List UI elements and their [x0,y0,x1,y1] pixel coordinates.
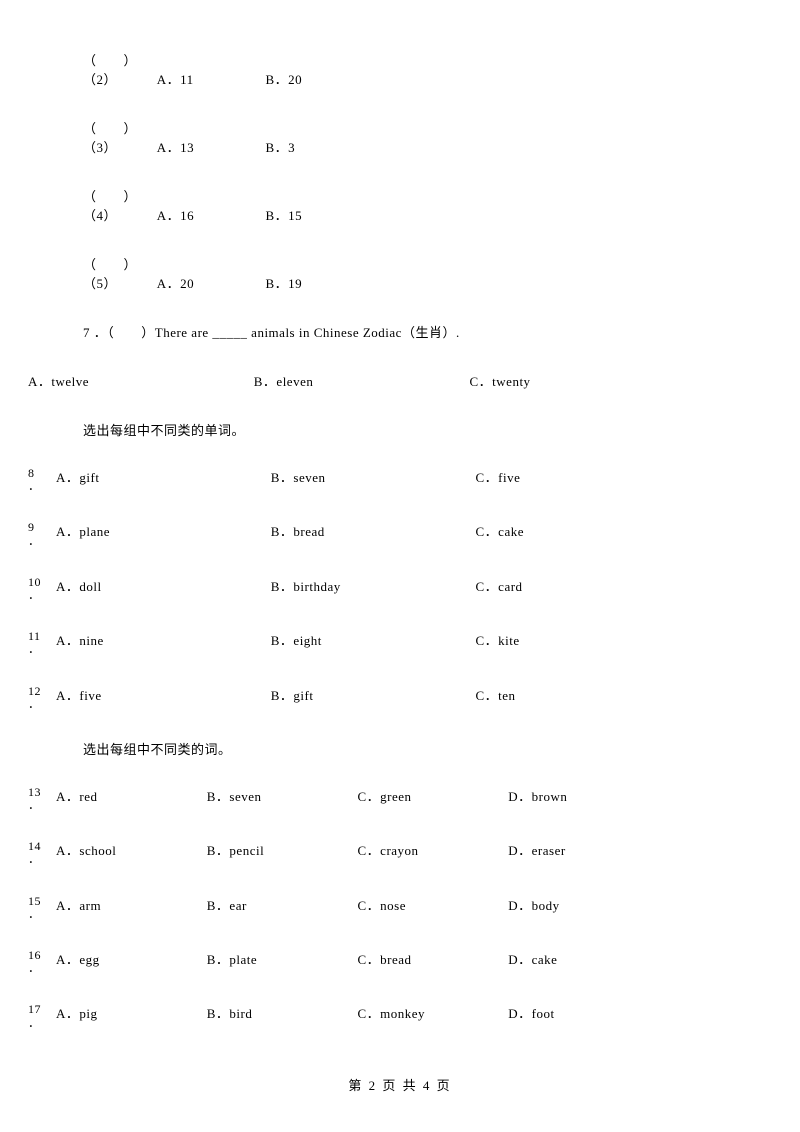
question-number: 17． [28,1003,56,1029]
option-c: C．cake [476,521,524,540]
option-b: B．ear [207,895,354,914]
question-row: 10． A．doll B．birthday C．card [28,576,772,602]
question-row: 9． A．plane B．bread C．cake [28,521,772,547]
options: A．school B．pencil C．crayon D．eraser [56,840,566,859]
option-a: A．egg [56,949,203,968]
paren-label: （ ）（5） [83,254,153,292]
option-c: C．ten [476,685,516,704]
option-b: B．3 [266,137,296,156]
listening-item: （ ）（5） A．20 B．19 [28,254,772,292]
option-c: C．bread [358,949,505,968]
option-c: C．green [358,786,505,805]
question-number: 10． [28,576,56,602]
question-row: 17． A．pig B．bird C．monkey D．foot [28,1003,772,1029]
option-c: C．monkey [358,1003,505,1022]
option-b: B．seven [207,786,354,805]
option-c: C．kite [476,630,520,649]
option-a: A．arm [56,895,203,914]
option-b: B．eight [271,630,472,649]
paren-label: （ ）（2） [83,50,153,88]
paren-label: （ ）（4） [83,186,153,224]
listening-item: （ ）（2） A．11 B．20 [28,50,772,88]
options: A．pig B．bird C．monkey D．foot [56,1003,555,1022]
option-c: C．nose [358,895,505,914]
question-row: 11． A．nine B．eight C．kite [28,630,772,656]
option-a: A．school [56,840,203,859]
option-a: A．plane [56,521,267,540]
question-7-stem: 7 ．（ ）There are _____ animals in Chinese… [28,322,772,341]
option-d: D．foot [508,1003,554,1022]
question-row: 15． A．arm B．ear C．nose D．body [28,895,772,921]
option-d: D．brown [508,786,567,805]
option-b: B．eleven [254,371,466,390]
options: A．arm B．ear C．nose D．body [56,895,560,914]
option-d: D．eraser [508,840,565,859]
listening-item: （ ）（3） A．13 B．3 [28,118,772,156]
listening-item: （ ）（4） A．16 B．15 [28,186,772,224]
option-c: C．five [476,467,521,486]
options: A．gift B．seven C．five [56,467,520,486]
option-b: B．20 [266,69,303,88]
option-a: A．nine [56,630,267,649]
option-b: B．bird [207,1003,354,1022]
paren-label: （ ）（3） [83,118,153,156]
options: A．plane B．bread C．cake [56,521,524,540]
options: A．red B．seven C．green D．brown [56,786,567,805]
section-2-title: 选出每组中不同类的词。 [28,739,772,758]
option-b: B．bread [271,521,472,540]
question-number: 11． [28,630,56,656]
question-number: 15． [28,895,56,921]
option-c: C．card [476,576,523,595]
option-a: A．doll [56,576,267,595]
option-a: A．16 [157,205,262,224]
question-number: 13． [28,786,56,812]
option-a: A．twelve [28,371,250,390]
option-b: B．seven [271,467,472,486]
option-c: C．crayon [358,840,505,859]
option-d: D．cake [508,949,557,968]
section-1-title: 选出每组中不同类的单词。 [28,420,772,439]
option-a: A．20 [157,273,262,292]
options: A．egg B．plate C．bread D．cake [56,949,557,968]
option-b: B．19 [266,273,303,292]
page-footer: 第 2 页 共 4 页 [0,1075,800,1094]
option-b: B．15 [266,205,303,224]
option-b: B．birthday [271,576,472,595]
option-b: B．plate [207,949,354,968]
option-c: C．twenty [470,371,531,390]
question-number: 9． [28,521,56,547]
question-row: 13． A．red B．seven C．green D．brown [28,786,772,812]
option-b: B．pencil [207,840,354,859]
question-7-options: A．twelve B．eleven C．twenty [28,371,772,390]
question-row: 14． A．school B．pencil C．crayon D．eraser [28,840,772,866]
question-number: 16． [28,949,56,975]
options: A．nine B．eight C．kite [56,630,520,649]
question-row: 12． A．five B．gift C．ten [28,685,772,711]
option-a: A．pig [56,1003,203,1022]
question-number: 14． [28,840,56,866]
option-a: A．red [56,786,203,805]
option-a: A．gift [56,467,267,486]
option-d: D．body [508,895,559,914]
options: A．five B．gift C．ten [56,685,516,704]
question-row: 16． A．egg B．plate C．bread D．cake [28,949,772,975]
question-number: 8． [28,467,56,493]
option-b: B．gift [271,685,472,704]
options: A．doll B．birthday C．card [56,576,523,595]
option-a: A．five [56,685,267,704]
option-a: A．13 [157,137,262,156]
question-row: 8． A．gift B．seven C．five [28,467,772,493]
option-a: A．11 [157,69,262,88]
question-number: 12． [28,685,56,711]
